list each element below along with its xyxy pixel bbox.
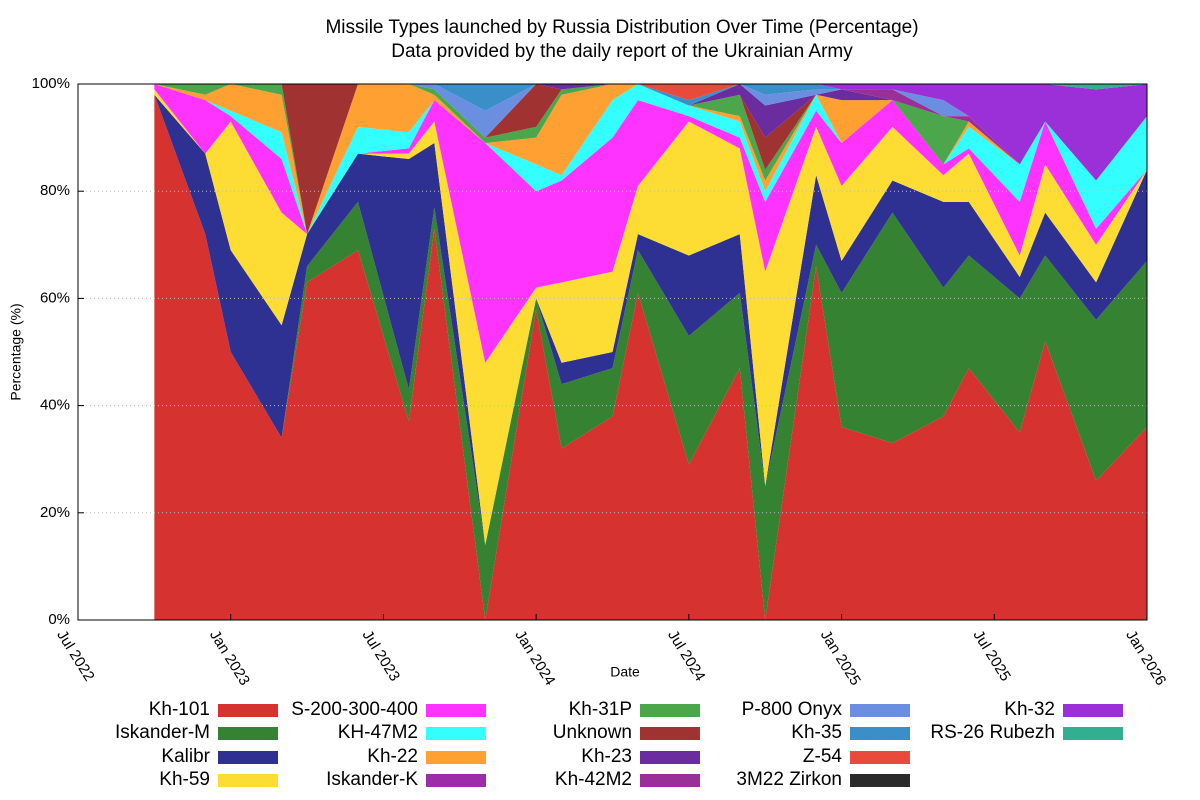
legend-swatch: [1063, 727, 1123, 740]
area: [154, 94, 1147, 545]
legend-swatch: [640, 727, 700, 740]
legend-swatch: [426, 751, 486, 764]
plot-frame: [77, 83, 1148, 621]
y-tick-label: 20%: [40, 504, 70, 521]
legend-label: RS-26 Rubezh: [930, 722, 1055, 743]
area: [154, 84, 1147, 235]
legend-swatch: [850, 751, 910, 764]
legend-label: Unknown: [553, 722, 632, 743]
x-axis-label: Date: [610, 664, 640, 680]
area: [154, 94, 1147, 621]
legend-label: 3M22 Zirkon: [736, 769, 842, 790]
y-tick-label: 60%: [40, 289, 70, 306]
legend-swatch: [640, 751, 700, 764]
legend-swatch: [640, 704, 700, 717]
legend-label: Kh-23: [581, 746, 632, 767]
legend-label: Kalibr: [161, 746, 210, 767]
legend-label: Iskander-K: [326, 769, 418, 790]
y-tick-label: 100%: [32, 75, 70, 92]
legend-label: Z-54: [803, 746, 843, 767]
x-tick-label: Jan 2023: [206, 627, 253, 688]
legend-swatch: [218, 774, 278, 787]
legend-label: Kh-101: [149, 699, 210, 720]
legend-swatch: [218, 727, 278, 740]
area: [154, 84, 1147, 363]
legend-label: Kh-22: [367, 746, 418, 767]
area: [154, 84, 1147, 181]
y-axis-label: Percentage (%): [8, 303, 24, 400]
legend-swatch: [426, 727, 486, 740]
legend-label: Kh-32: [1004, 699, 1055, 720]
legend-label: Iskander-M: [115, 722, 210, 743]
x-tick-label: Jan 2026: [1122, 627, 1169, 688]
x-tick-label: Jan 2024: [511, 627, 558, 688]
legend-swatch: [1063, 704, 1123, 717]
legend-label: Kh-59: [159, 769, 210, 790]
legend-swatch: [218, 704, 278, 717]
legend-label: KH-47M2: [338, 722, 418, 743]
legend-swatch: [640, 774, 700, 787]
x-tick-label: Jul 2025: [970, 627, 1014, 684]
legend-swatch: [426, 704, 486, 717]
plot-area: [154, 84, 1147, 621]
legend-swatch: [426, 774, 486, 787]
x-tick-label: Jul 2022: [53, 627, 97, 684]
area: [154, 84, 1147, 235]
legend-swatch: [218, 751, 278, 764]
x-tick-label: Jan 2025: [817, 627, 864, 688]
y-tick-label: 40%: [40, 397, 70, 414]
y-tick-label: 80%: [40, 182, 70, 199]
legend-swatch: [850, 774, 910, 787]
area: [154, 94, 1147, 621]
chart-subtitle: Data provided by the daily report of the…: [391, 41, 853, 62]
legend-label: P-800 Onyx: [742, 699, 843, 720]
y-tick-label: 0%: [48, 611, 70, 628]
legend-swatch: [850, 704, 910, 717]
legend-label: Kh-35: [791, 722, 842, 743]
legend-label: Kh-31P: [569, 699, 632, 720]
area: [154, 89, 1147, 545]
chart-title: Missile Types launched by Russia Distrib…: [325, 17, 918, 38]
legend-label: Kh-42M2: [555, 769, 632, 790]
legend-swatch: [850, 727, 910, 740]
x-tick-label: Jul 2024: [664, 627, 708, 684]
legend-label: S-200-300-400: [291, 699, 418, 720]
x-tick-label: Jul 2023: [359, 627, 403, 684]
